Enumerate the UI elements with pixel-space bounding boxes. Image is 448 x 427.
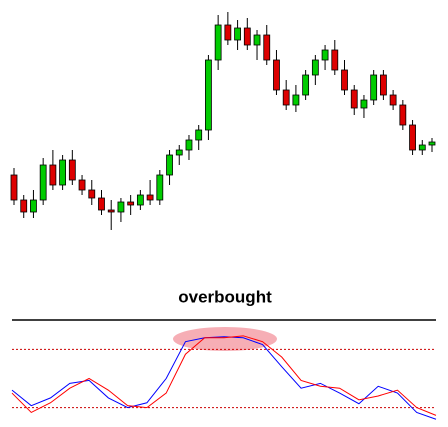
candle-body	[59, 159, 67, 186]
candle-body	[292, 94, 300, 106]
candle-body	[20, 199, 28, 213]
candle-body	[234, 27, 241, 41]
candle-body	[10, 174, 18, 201]
candle-body	[127, 201, 135, 206]
candle-body	[78, 179, 86, 191]
candle-body	[49, 164, 57, 186]
candle-body	[30, 199, 37, 213]
candle-body	[321, 49, 329, 61]
candle-body	[428, 141, 436, 146]
candle-body	[282, 89, 290, 106]
candle-body	[175, 149, 183, 156]
candle-body	[399, 104, 407, 126]
candle-body	[166, 154, 173, 176]
candle-body	[409, 124, 416, 151]
overbought-highlight	[173, 327, 277, 351]
candle-body	[341, 69, 348, 91]
candle-body	[156, 174, 164, 201]
candle-body	[389, 94, 397, 106]
candle-body	[107, 209, 115, 213]
oscillator-line	[11, 335, 437, 416]
candle-body	[68, 159, 76, 181]
candle-body	[224, 24, 232, 41]
candle-body	[195, 129, 203, 141]
candle-body	[98, 197, 105, 211]
candle-body	[117, 201, 125, 213]
candle-body	[379, 74, 387, 96]
candle-body	[243, 27, 251, 46]
candle-body	[136, 194, 144, 206]
candle-body	[214, 24, 222, 61]
candle-body	[311, 59, 319, 76]
candle-body	[370, 74, 378, 101]
candle-body	[302, 74, 310, 96]
candle-body	[350, 89, 358, 109]
candle-body	[253, 34, 261, 46]
candle-body	[418, 144, 426, 151]
candle-body	[185, 139, 193, 151]
candle-body	[88, 189, 96, 199]
candle-body	[360, 99, 368, 109]
candle-body	[273, 59, 280, 91]
chart-title: overbought	[178, 287, 272, 306]
candle-body	[146, 194, 154, 201]
candle-body	[205, 59, 212, 131]
candle-body	[263, 34, 271, 61]
candle-body	[331, 49, 339, 71]
candle-body	[39, 164, 47, 201]
